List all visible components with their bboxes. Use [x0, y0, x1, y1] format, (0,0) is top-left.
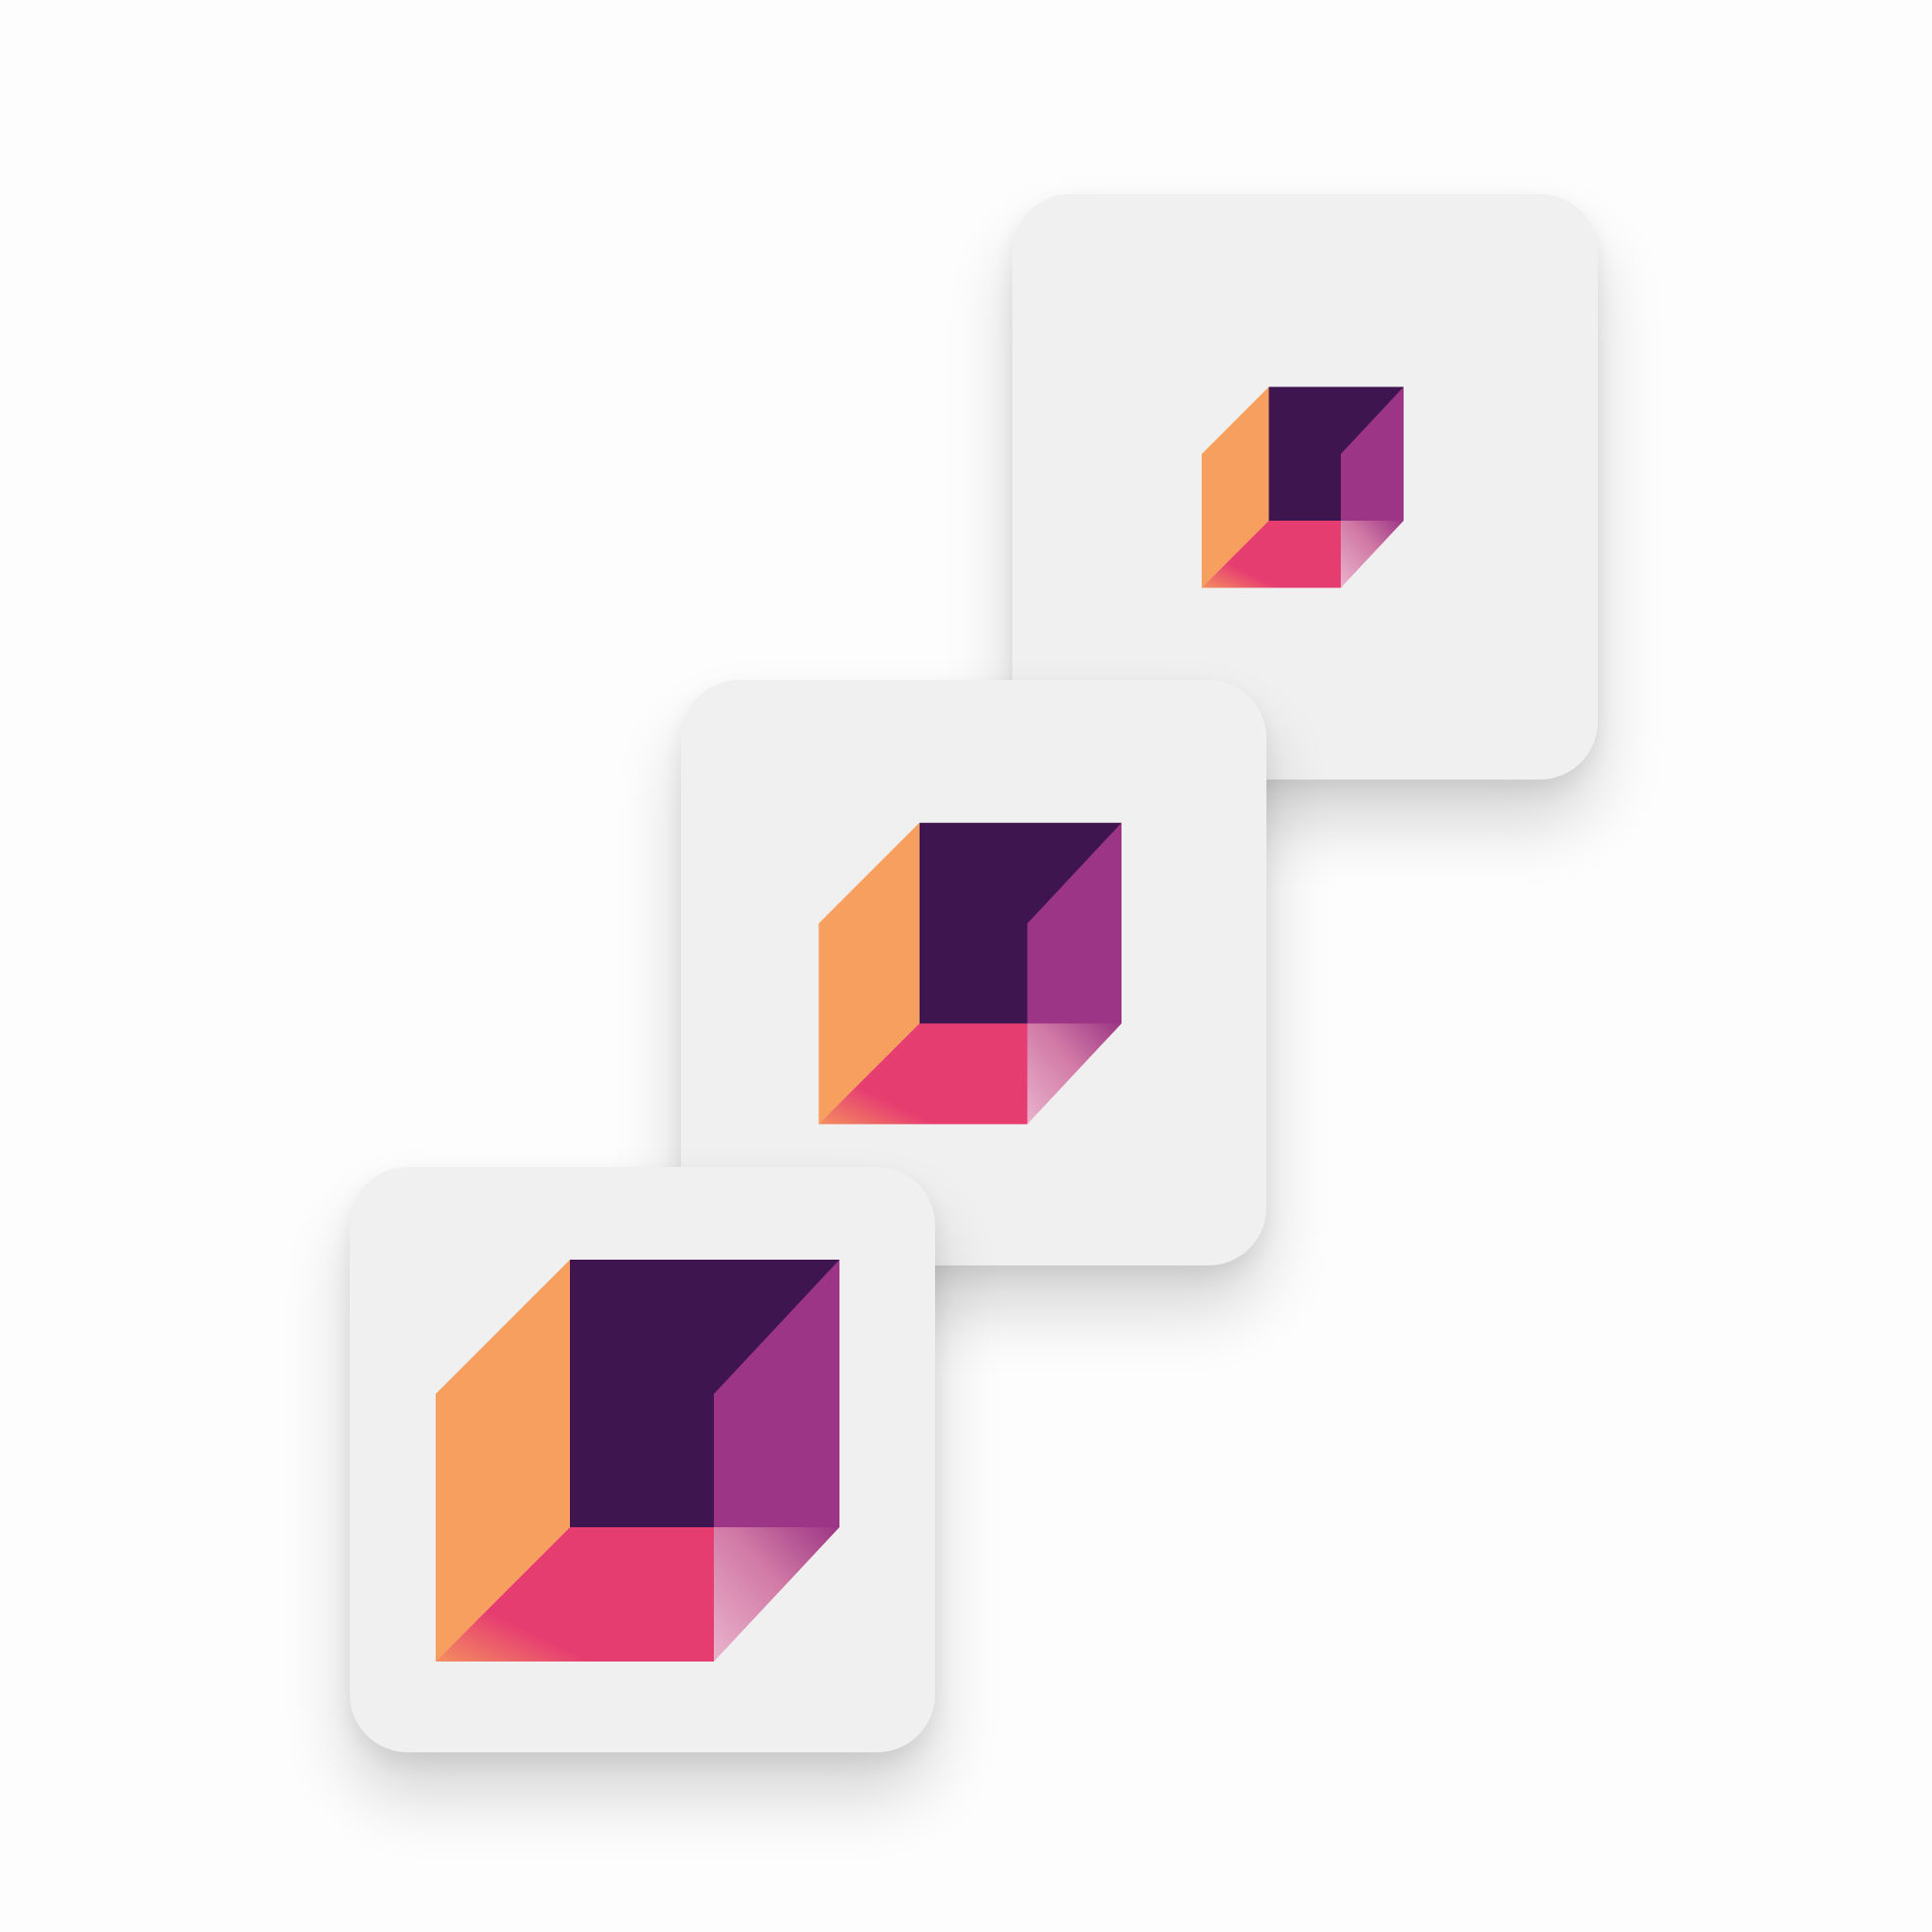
cube-logo-icon [1202, 386, 1404, 588]
icon-card-medium [681, 680, 1266, 1265]
icon-card-large [350, 1167, 935, 1752]
cube-logo-icon [436, 1260, 839, 1662]
cube-left-face [436, 1260, 570, 1662]
cube-right-face [714, 1260, 839, 1527]
cube-left-face [818, 822, 920, 1124]
cube-right-face [1341, 386, 1404, 521]
cube-left-face [1202, 386, 1269, 588]
cube-corner-face [714, 1527, 839, 1662]
cube-logo-icon [818, 822, 1122, 1124]
cube-corner-face [1027, 1023, 1122, 1124]
cube-corner-face [1341, 521, 1404, 588]
cube-bottom-face [1202, 521, 1341, 588]
cube-bottom-face [818, 1023, 1028, 1124]
cube-right-face [1027, 822, 1122, 1024]
cube-bottom-face [436, 1527, 714, 1662]
